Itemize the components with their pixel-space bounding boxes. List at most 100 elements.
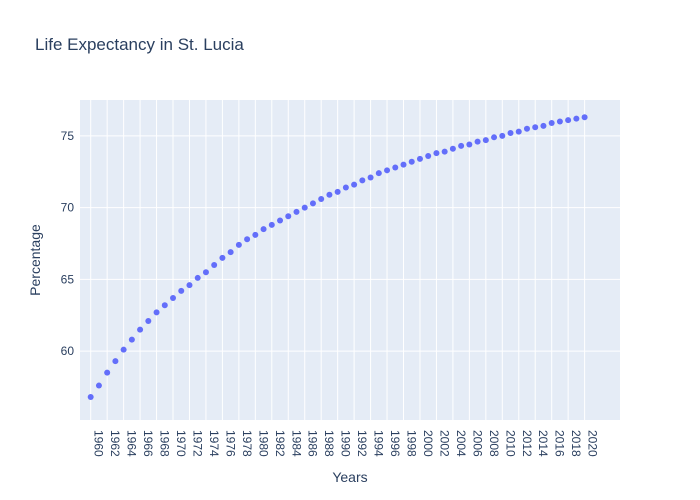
x-tick-label: 1960 [92,430,106,457]
data-point [416,155,423,162]
x-tick-label: 1996 [388,430,402,457]
y-tick-label: 70 [61,201,75,215]
data-point [573,115,580,122]
data-point [244,236,251,243]
data-point [408,158,415,165]
x-tick-label: 1966 [141,430,155,457]
x-tick-label: 1980 [256,430,270,457]
data-point [474,138,481,145]
data-point [482,137,489,144]
data-point [211,262,218,269]
y-tick-label: 65 [61,272,75,286]
data-point [367,174,374,181]
data-point [178,287,185,294]
data-point [540,122,547,129]
data-point [499,132,506,139]
x-tick-label: 2002 [437,430,451,457]
x-tick-label: 2012 [520,430,534,457]
data-point [441,148,448,155]
x-tick-label: 1974 [207,430,221,457]
x-tick-label: 2016 [553,430,567,457]
x-tick-label: 2010 [503,430,517,457]
data-point [425,152,432,159]
data-point [449,145,456,152]
x-tick-label: 1986 [306,430,320,457]
x-tick-label: 2008 [487,430,501,457]
data-point [342,184,349,191]
data-point [87,394,94,401]
x-tick-label: 1990 [339,430,353,457]
data-point [235,241,242,248]
data-point [112,358,119,365]
data-points [87,114,588,401]
data-point [556,118,563,125]
data-point [491,134,498,141]
data-point [375,170,382,177]
x-tick-label: 1984 [289,430,303,457]
x-tick-label: 2004 [454,430,468,457]
data-point [507,130,514,137]
y-tick-label: 75 [61,129,75,143]
data-point [359,177,366,184]
x-tick-label: 1978 [240,430,254,457]
data-point [515,128,522,135]
data-point [120,346,127,353]
y-ticks: 60 65 70 75 [61,129,75,358]
data-point [252,231,259,238]
x-tick-label: 1988 [322,430,336,457]
data-point [277,217,284,224]
x-tick-label: 2006 [470,430,484,457]
data-point [301,204,308,211]
data-point [170,295,177,302]
x-tick-label: 1998 [405,430,419,457]
data-point [326,191,333,198]
x-ticks: 1960 1962 1964 1966 1968 1970 1972 1974 1976 1978… [92,430,600,457]
x-tick-label: 1972 [190,430,204,457]
x-tick-label: 1962 [108,430,122,457]
data-point [351,181,358,188]
x-tick-label: 2018 [569,430,583,457]
data-point [318,196,325,203]
data-point [400,161,407,168]
data-point [153,309,160,316]
data-point [532,124,539,131]
x-tick-label: 1992 [355,430,369,457]
data-point [309,200,316,207]
x-tick-label: 1976 [223,430,237,457]
y-axis-title: Percentage [27,224,43,296]
data-point [285,213,292,220]
data-point [227,249,234,256]
y-tick-label: 60 [61,344,75,358]
data-point [392,164,399,171]
x-tick-label: 2000 [421,430,435,457]
x-tick-label: 2014 [536,430,550,457]
data-point [433,150,440,157]
data-point [137,326,144,333]
data-point [523,125,530,132]
data-point [293,208,300,215]
plot-area [80,100,620,420]
x-tick-label: 1994 [372,430,386,457]
data-point [104,369,111,376]
x-tick-label: 1968 [158,430,172,457]
x-tick-label: 1982 [273,430,287,457]
data-point [95,382,102,389]
data-point [458,142,465,149]
data-point [384,167,391,174]
chart-title: Life Expectancy in St. Lucia [35,35,244,54]
x-tick-label: 2020 [586,430,600,457]
grid [80,100,620,420]
data-point [194,274,201,281]
data-point [161,302,168,309]
x-tick-label: 1970 [174,430,188,457]
x-tick-label: 1964 [125,430,139,457]
data-point [268,221,275,228]
data-point [334,188,341,195]
data-point [548,119,555,126]
data-point [581,114,588,121]
data-point [128,336,135,343]
data-point [219,254,226,261]
data-point [145,317,152,324]
data-point [565,117,572,124]
